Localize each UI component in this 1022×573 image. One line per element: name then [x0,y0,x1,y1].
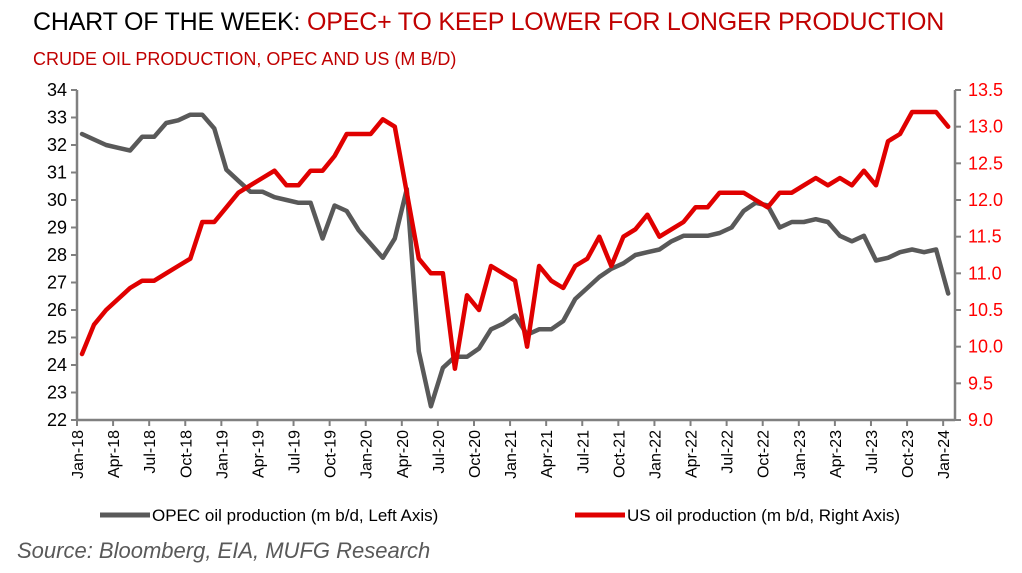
x-axis-tick-label: Jul-23 [864,430,881,474]
x-axis-tick-label: Jan-24 [936,430,953,479]
left-axis-tick-label: 34 [47,80,67,100]
x-axis-tick-label: Jan-18 [70,430,87,479]
x-axis-tick-label: Jul-20 [431,430,448,474]
x-axis-tick-label: Oct-23 [900,430,917,478]
axes: 34 33 32 31 30 29 28 27 26 25 24 23 22 13.5 13.0 12.5 12… [47,80,1003,479]
left-axis-tick-label: 22 [47,410,67,430]
left-axis-tick-label: 26 [47,300,67,320]
left-axis-tick-label: 30 [47,190,67,210]
x-axis-tick-label: Jan-23 [792,430,809,479]
x-axis-tick-label: Jul-19 [287,430,304,474]
right-axis-tick-label: 9.0 [968,410,993,430]
left-axis-tick-label: 32 [47,135,67,155]
x-axis-tick-label: Jan-20 [359,430,376,479]
left-axis-tick-label: 28 [47,245,67,265]
us-production-line [79,109,951,371]
x-axis-tick-label: Apr-21 [539,430,556,478]
x-axis-tick-label: Jan-19 [214,430,231,479]
chart-title-prefix: CHART OF THE WEEK: [33,8,308,36]
legend-label-us: US oil production (m b/d, Right Axis) [627,506,900,525]
source-note: Source: Bloomberg, EIA, MUFG Research [17,538,431,563]
legend-label-opec: OPEC oil production (m b/d, Left Axis) [152,506,438,525]
right-axis-tick-label: 11.0 [968,263,1002,283]
legend: OPEC oil production (m b/d, Left Axis) U… [100,506,900,525]
right-axis-tick-label: 12.5 [968,153,1003,173]
x-axis-tick-label: Oct-20 [467,430,484,478]
right-axis-tick-label: 10.5 [968,300,1003,320]
chart-title: CHART OF THE WEEK: OPEC+ TO KEEP LOWER F… [33,8,944,37]
x-axis-tick-label: Apr-22 [684,430,701,478]
x-axis-tick-label: Oct-22 [756,430,773,478]
right-axis-tick-label: 12.0 [968,190,1003,210]
left-axis-tick-label: 33 [47,108,67,128]
right-axis-tick-label: 10.0 [968,337,1003,357]
series-lines [79,109,951,409]
x-axis-tick-label: Jan-22 [647,430,664,479]
left-axis-tick-label: 31 [47,163,67,183]
chart-title-highlight: OPEC+ TO KEEP LOWER FOR LONGER PRODUCTIO… [307,8,945,36]
right-axis-tick-label: 11.5 [968,227,1002,247]
left-axis-tick-label: 24 [47,355,67,375]
left-axis-tick-label: 25 [47,328,67,348]
x-axis-tick-label: Apr-19 [250,430,267,478]
x-axis-tick-label: Oct-19 [323,430,340,478]
x-axis-tick-label: Apr-23 [828,430,845,478]
x-axis-tick-label: Oct-18 [178,430,195,478]
x-axis-tick-label: Jul-21 [575,430,592,474]
x-axis-tick-label: Apr-18 [106,430,123,478]
x-axis-tick-label: Apr-20 [395,430,412,478]
left-axis-tick-label: 23 [47,383,67,403]
opec-production-line [79,112,951,409]
right-axis-tick-label: 13.0 [968,117,1003,137]
right-axis-tick-label: 9.5 [968,373,993,393]
x-axis-tick-label: Oct-21 [611,430,628,478]
left-axis-tick-label: 29 [47,218,67,238]
left-axis-tick-label: 27 [47,273,67,293]
x-axis-tick-label: Jan-21 [503,430,520,479]
right-axis-tick-label: 13.5 [968,80,1003,100]
x-axis-tick-label: Jul-22 [720,430,737,474]
chart-subtitle: CRUDE OIL PRODUCTION, OPEC AND US (M B/D… [33,49,457,69]
x-axis-tick-label: Jul-18 [142,430,159,474]
